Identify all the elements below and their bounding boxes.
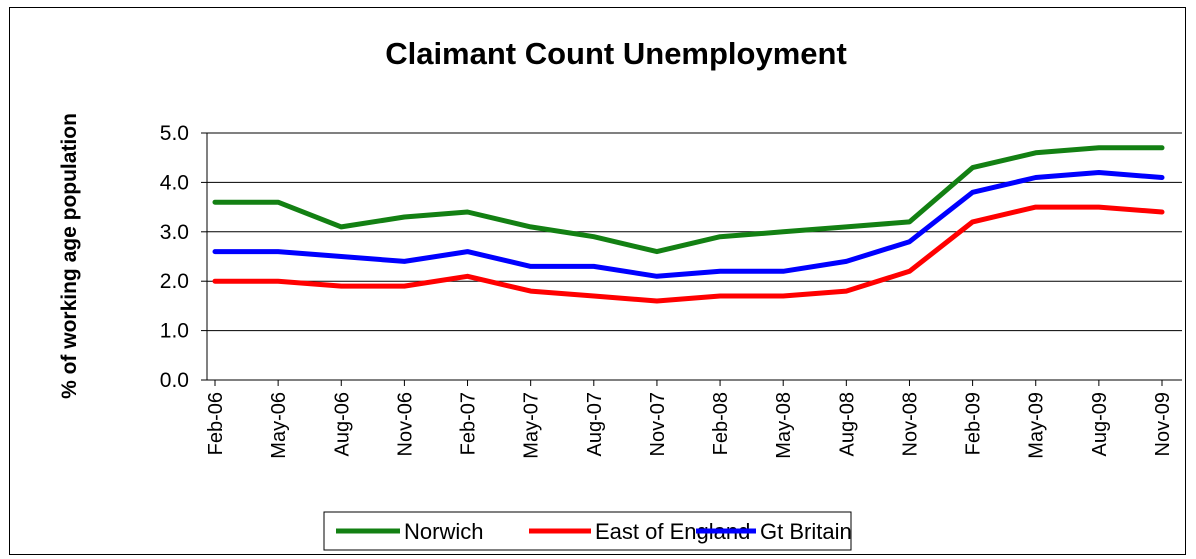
y-tick-label: 4.0 <box>160 171 189 194</box>
x-tick-label: Feb-08 <box>710 392 732 455</box>
legend-label-norwich: Norwich <box>404 519 483 544</box>
legend: Norwich East of England Gt Britain <box>323 511 852 551</box>
x-tick-label: Aug-06 <box>331 392 353 457</box>
y-tick-label: 5.0 <box>160 122 189 145</box>
x-tick-label: Aug-09 <box>1089 392 1111 457</box>
y-tick-label: 0.0 <box>160 369 189 392</box>
x-tick-label: May-07 <box>521 392 543 459</box>
y-tick-label: 2.0 <box>160 270 189 293</box>
x-tick-label: May-09 <box>1026 392 1048 459</box>
x-tick-label: May-08 <box>773 392 795 459</box>
x-tick-label: Aug-08 <box>836 392 858 457</box>
series-lines <box>212 145 1165 304</box>
chart-frame <box>9 7 1186 555</box>
x-tick-label: Nov-08 <box>899 392 921 456</box>
chart-title: Claimant Count Unemployment <box>385 36 847 71</box>
x-tick-label: Feb-07 <box>458 392 480 455</box>
x-tick-label: Feb-06 <box>205 392 227 455</box>
x-tick-label: Nov-09 <box>1152 392 1174 456</box>
x-tick-label: Feb-09 <box>963 392 985 455</box>
y-axis-label: % of working age population <box>58 113 81 399</box>
axes <box>206 133 1182 386</box>
series-line-east-of-england <box>212 204 1165 304</box>
x-tick-labels: Feb-06 May-06 Aug-06 Nov-06 Feb-07 May-07 Aug-… <box>205 392 1174 459</box>
x-tick-label: Nov-06 <box>394 392 416 456</box>
series-line-norwich <box>212 145 1165 255</box>
legend-label-gt-britain: Gt Britain <box>760 519 852 544</box>
y-tick-label: 3.0 <box>160 221 189 244</box>
y-tick-label: 1.0 <box>160 320 189 343</box>
x-tick-label: Aug-07 <box>584 392 606 457</box>
y-tick-labels: 0.0 1.0 2.0 3.0 4.0 5.0 <box>160 122 189 392</box>
x-tick-label: Nov-07 <box>647 392 669 456</box>
series-line-gt-britain <box>212 170 1165 279</box>
x-tick-label: May-06 <box>268 392 290 459</box>
